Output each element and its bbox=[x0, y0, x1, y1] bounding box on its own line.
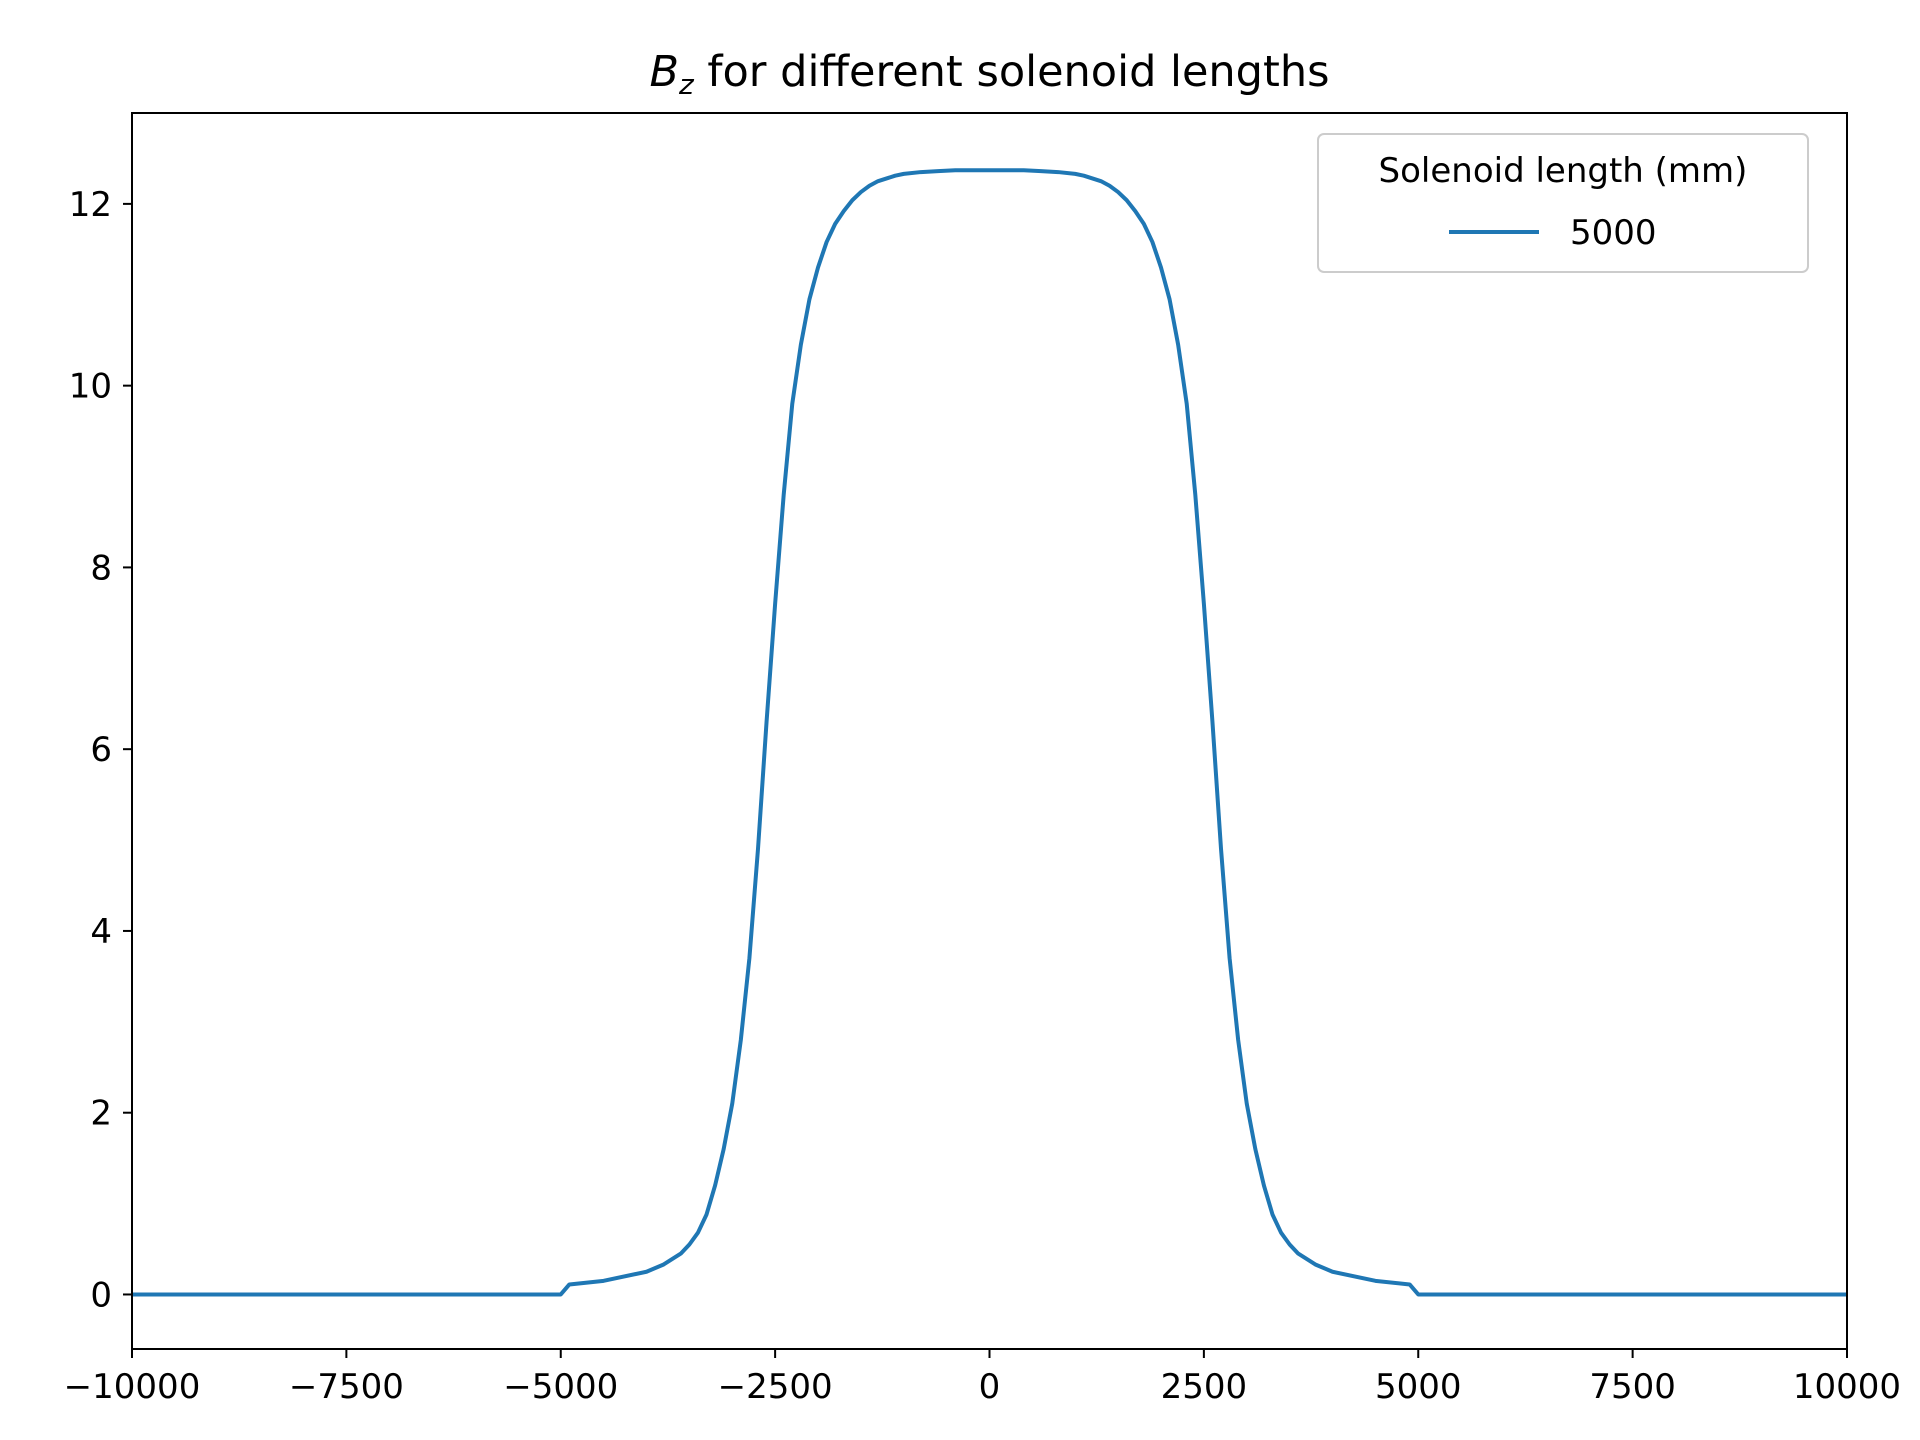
x-tick-label: −10000 bbox=[64, 1367, 201, 1407]
x-tick-label: 2500 bbox=[1161, 1367, 1248, 1407]
plot-area-frame bbox=[131, 112, 1848, 1350]
y-tick-label: 2 bbox=[90, 1094, 112, 1134]
x-tick-label: −2500 bbox=[718, 1367, 833, 1407]
legend-title: Solenoid length (mm) bbox=[1379, 151, 1748, 191]
chart-title-subscript: z bbox=[678, 68, 695, 101]
x-axis-ticks: −10000 −7500 −5000 −2500 0 2500 5000 7500 10000 bbox=[64, 1349, 1901, 1407]
legend-label-series-5000: 5000 bbox=[1570, 213, 1657, 253]
x-tick-label: 5000 bbox=[1375, 1367, 1462, 1407]
legend-box bbox=[1317, 133, 1809, 273]
x-tick-label: 10000 bbox=[1793, 1367, 1901, 1407]
y-axis-ticks: 0 2 4 6 8 10 12 bbox=[69, 185, 132, 1315]
y-tick-label: 8 bbox=[90, 548, 112, 588]
legend: Solenoid length (mm) 5000 bbox=[1317, 133, 1809, 273]
series-line-5000 bbox=[132, 168, 1847, 1297]
y-tick-label: 6 bbox=[90, 730, 112, 770]
chart-title-symbol: B bbox=[649, 47, 679, 97]
y-tick-label: 12 bbox=[69, 185, 112, 225]
x-tick-label: −7500 bbox=[289, 1367, 404, 1407]
y-tick-label: 10 bbox=[69, 367, 112, 407]
x-tick-label: 7500 bbox=[1589, 1367, 1676, 1407]
series-layer bbox=[132, 168, 1847, 1297]
chart-title-rest: for different solenoid lengths bbox=[694, 47, 1330, 97]
y-tick-label: 4 bbox=[90, 912, 112, 952]
x-tick-label: 0 bbox=[979, 1367, 1001, 1407]
chart-title: Bz for different solenoid lengths bbox=[649, 47, 1329, 101]
x-tick-label: −5000 bbox=[503, 1367, 618, 1407]
y-tick-label: 0 bbox=[90, 1275, 112, 1315]
